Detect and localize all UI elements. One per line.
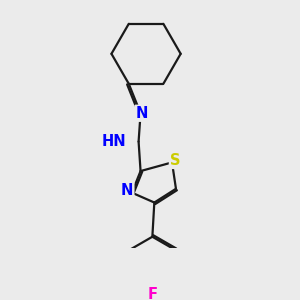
Text: HN: HN [101, 134, 126, 149]
Text: S: S [170, 153, 180, 168]
Text: N: N [121, 183, 134, 198]
Text: N: N [136, 106, 148, 121]
Text: F: F [147, 287, 158, 300]
